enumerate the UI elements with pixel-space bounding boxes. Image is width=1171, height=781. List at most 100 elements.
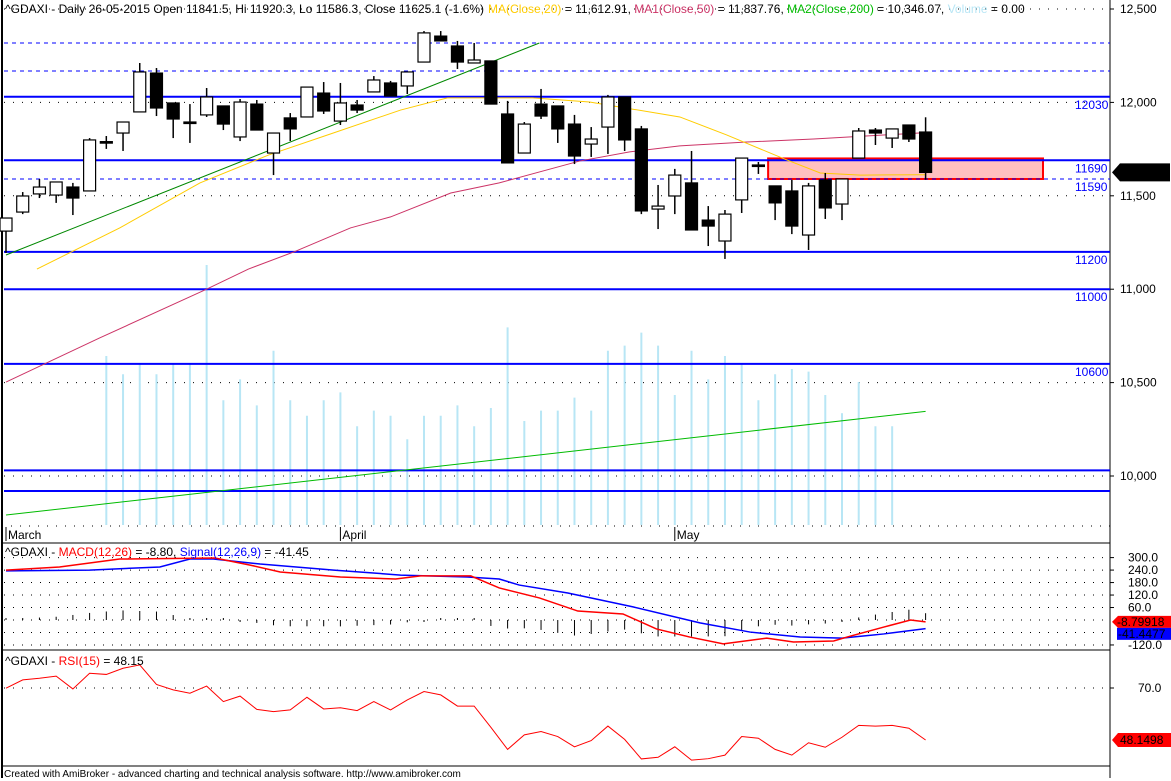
candle — [718, 209, 732, 259]
candle — [684, 150, 699, 231]
month-label: May — [677, 528, 700, 542]
candle-body — [868, 129, 883, 134]
candle-body — [634, 128, 648, 212]
candle-body — [66, 186, 80, 199]
candle — [0, 217, 13, 253]
candle — [216, 105, 230, 131]
level-label: 12030 — [1075, 98, 1109, 112]
macd-header: ^GDAXI - MACD(12,26) = -8.80, Signal(12,… — [5, 545, 309, 559]
header-volume-value: = 0.00 — [988, 2, 1025, 16]
candle — [484, 60, 498, 105]
macd-y-tick-label: 60.0 — [1128, 601, 1152, 615]
last-price-label: 11,625.1 — [1122, 165, 1168, 179]
candle-body — [484, 60, 498, 105]
candle — [517, 122, 531, 154]
candle — [551, 105, 565, 143]
candle-body — [668, 174, 682, 197]
month-label: March — [8, 528, 41, 542]
y-tick-label: 12,000 — [1120, 95, 1157, 109]
candle-body — [701, 219, 715, 227]
candle-body — [534, 103, 548, 117]
rsi-y-tick-label: 70.0 — [1138, 681, 1162, 695]
candle-body — [450, 45, 465, 63]
candle-body — [266, 132, 281, 154]
candle-body — [551, 105, 565, 130]
candle — [166, 102, 180, 139]
candle — [601, 94, 615, 154]
rsi-header-prefix: ^GDAXI - — [5, 654, 59, 668]
candle-body — [785, 190, 799, 227]
ma20-line — [36, 97, 926, 270]
candle-body — [751, 164, 766, 168]
candle — [751, 161, 766, 174]
macd-value-tag-label: -8.79918 — [1117, 615, 1165, 629]
candle — [82, 138, 97, 192]
candle-body — [0, 217, 13, 232]
candle-body — [417, 32, 431, 63]
candle-body — [216, 105, 230, 125]
signal-line — [5, 558, 926, 639]
candle — [200, 88, 214, 117]
level-label: 11690 — [1075, 161, 1108, 175]
candle — [534, 88, 548, 120]
candle-body — [584, 138, 598, 145]
candle-body — [367, 79, 381, 93]
candle-body — [501, 113, 515, 164]
candle-body — [434, 35, 448, 42]
candle-body — [818, 179, 832, 209]
candle-body — [32, 186, 47, 195]
candle — [149, 68, 164, 117]
candle — [32, 178, 47, 199]
y-tick-label: 12,500 — [1120, 2, 1157, 16]
candle-body — [16, 195, 30, 213]
rsi-value: = 48.15 — [100, 654, 144, 668]
candle — [417, 31, 431, 63]
candle — [116, 121, 130, 151]
macd-y-tick-label: 300.0 — [1128, 551, 1158, 565]
rsi-label: RSI(15) — [59, 654, 100, 668]
rsi-panel[interactable]: 70.0 48.1498 — [4, 664, 1171, 761]
candle-body — [852, 130, 866, 159]
candle-body — [200, 96, 214, 116]
header-ma200-label: MA2(Close,200) — [787, 2, 874, 16]
macd-header-prefix: ^GDAXI - — [5, 545, 59, 559]
candle-body — [718, 213, 732, 242]
candle — [49, 181, 63, 203]
candle-body — [183, 121, 197, 125]
candle-body — [283, 117, 297, 130]
candle-body — [651, 205, 665, 210]
month-label: April — [342, 528, 366, 542]
candle-body — [350, 104, 364, 111]
macd-y-tick-label: 120.0 — [1128, 588, 1158, 602]
candle — [584, 127, 598, 157]
candle — [852, 127, 866, 159]
candle — [651, 184, 665, 230]
candle — [367, 76, 381, 93]
candle-body — [902, 124, 916, 140]
candle-body — [835, 178, 849, 205]
rsi-header: ^GDAXI - RSI(15) = 48.15 — [5, 654, 144, 668]
candle — [266, 132, 281, 176]
footer-credit: Created with AmiBroker - advanced charti… — [4, 769, 461, 780]
candle — [133, 62, 147, 113]
candle-body — [885, 128, 899, 139]
signal-label: Signal(12,26,9) — [180, 545, 261, 559]
candle-body — [300, 86, 314, 118]
candle — [233, 99, 247, 142]
level-label: 11590 — [1075, 180, 1108, 194]
header-ma200-value: = 10,346.07, — [874, 2, 948, 16]
candle-body — [618, 96, 632, 141]
candle — [618, 96, 632, 151]
candle — [885, 128, 899, 148]
candle-body — [333, 102, 347, 122]
candle — [735, 157, 749, 213]
level-label: 11000 — [1075, 290, 1108, 304]
candle — [450, 40, 465, 69]
candle — [183, 104, 197, 143]
candle — [300, 86, 314, 118]
candle-body — [49, 181, 63, 196]
candle — [283, 113, 297, 142]
macd-value-tag — [1112, 615, 1171, 628]
